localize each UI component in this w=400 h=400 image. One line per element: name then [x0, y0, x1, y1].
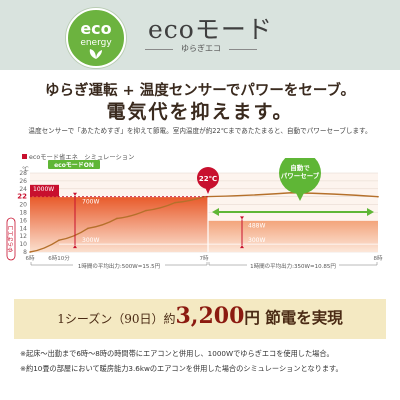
side-label-group: ゆらぎエコ [6, 217, 16, 261]
eco-range-arrow-left [212, 208, 219, 216]
temp-callout-text: 22℃ [199, 175, 217, 183]
temperature-point [174, 201, 176, 204]
temperature-point [377, 195, 379, 198]
label-1000w: 1000W [33, 186, 54, 193]
description: 温度センサーで「あたためすぎ」を抑えて節電。室内温度が約22℃まであたたまると、… [28, 127, 372, 135]
mode-title: ecoモード [148, 15, 273, 44]
auto-callout-pointer [296, 193, 304, 201]
subtitle-rule-right [229, 49, 257, 50]
headline-line2: 電気代を抑えます。 [106, 101, 294, 123]
x-tick-label: 7時 [200, 254, 209, 262]
footnote-1: ※起床～出勤まで6時～8時の時間帯にエアコンと併用し、1000Wでゆらぎエコを使… [20, 349, 334, 358]
temperature-point [145, 209, 147, 212]
y-tick-label: 14 [19, 225, 27, 232]
temperature-series [29, 191, 379, 253]
y-tick-label: 24 [19, 186, 27, 193]
auto-callout-circle [279, 158, 321, 194]
temperature-point [290, 191, 292, 194]
temperature-curve [29, 192, 379, 253]
red-square-icon [22, 154, 27, 159]
power-band-1000w [30, 184, 59, 197]
chart-label-text: ecoモード省エネ シミュレーション [29, 154, 135, 161]
label-300w-left: 300W [82, 237, 99, 244]
badge-line2: energy [80, 38, 112, 48]
result-amount: 3,200 [175, 303, 245, 329]
y-tick-label: 22 [17, 193, 27, 201]
power-bands: 1000W 700W 488W 300W 300W [30, 173, 378, 252]
eco-on-tag [48, 160, 100, 169]
leaf-icon [89, 49, 102, 59]
mode-subtitle: ゆらぎエコ [181, 44, 221, 53]
temperature-point [58, 239, 60, 241]
temperature-point [29, 251, 31, 253]
x-tick-label: 8時 [374, 254, 383, 262]
y-tick-label: 12 [19, 233, 27, 240]
eco-energy-badge: eco energy [66, 8, 126, 68]
chart-label: ecoモード省エネ シミュレーション [22, 152, 134, 161]
savings-result: 1シーズン（90日）約3,200円 節電を実現 [14, 303, 386, 329]
average-right-bg [247, 262, 339, 270]
x-tick-label: 6時10分 [48, 254, 70, 262]
y-tick-label: 20 [19, 202, 27, 209]
y-tick-label: 10 [19, 241, 27, 248]
temp-callout-circle [197, 167, 219, 189]
y-tick-label: 28 [19, 170, 27, 177]
eco-on-text: ecoモードON [54, 162, 94, 169]
auto-callout-line: 自動で [290, 163, 310, 172]
label-300w-right: 300W [248, 237, 265, 244]
subtitle-rule-left [145, 49, 173, 50]
chart-annotations: ecoモードON 22℃ 自動でパワーセーブ 1時間の平均出力:500W=15.5円 1… [30, 158, 378, 270]
temperature-point [116, 217, 118, 220]
power-band-700w [30, 196, 208, 252]
temperature-point [87, 227, 89, 230]
x-axis-labels: 6時 6時10分 7時 8時 [26, 254, 383, 262]
side-label-box [6, 217, 16, 261]
result-suffix: 円 節電を実現 [244, 308, 343, 327]
headline-line1: ゆらぎ運転 + 温度センサーでパワーをセーブ。 [44, 83, 356, 99]
y-tick-label: 18 [19, 210, 27, 217]
label-488w: 488W [248, 222, 265, 229]
footnote-2: ※約10畳の部屋において暖房能力3.6kwのエアコンを併用した場合のシミュレーシ… [20, 364, 343, 373]
power-band-488w [208, 220, 378, 252]
result-prefix: 1シーズン（90日）約 [57, 312, 176, 326]
label-700w: 700W [82, 199, 99, 206]
y-tick-label: 8 [23, 249, 27, 256]
result-bar [14, 299, 386, 339]
side-label-text: ゆらぎエコ [7, 225, 15, 253]
badge-line1: eco [80, 19, 112, 38]
eco-range-arrow-right [367, 208, 374, 216]
x-tick-label: 6時 [26, 254, 35, 262]
y-tick-label: 26 [19, 178, 27, 185]
average-left-bg [73, 262, 165, 270]
temp-callout-pointer [205, 187, 211, 194]
auto-callout-line: パワーセーブ [281, 171, 320, 180]
y-tick-label: 16 [19, 217, 27, 224]
y-unit-label: ℃ [22, 166, 29, 173]
average-right-text: 1時間の平均出力:350W=10.85円 [250, 262, 336, 270]
average-left-text: 1時間の平均出力:500W=15.5円 [78, 262, 161, 270]
